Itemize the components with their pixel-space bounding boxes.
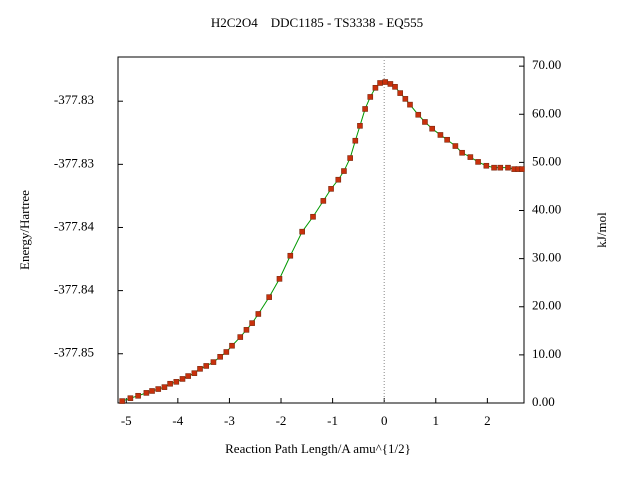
point xyxy=(397,90,403,96)
x-tick-label: -2 xyxy=(276,413,287,428)
y-tick-label: -377.83 xyxy=(54,92,94,107)
y2-tick-label: 60.00 xyxy=(532,105,561,120)
point xyxy=(229,342,235,349)
point xyxy=(299,228,305,235)
y-tick-label: -377.84 xyxy=(54,282,95,297)
point xyxy=(372,84,379,91)
y2-tick-label: 20.00 xyxy=(532,298,561,313)
point xyxy=(167,380,173,387)
y2-tick-label: 70.00 xyxy=(532,57,561,72)
point xyxy=(173,379,180,385)
point xyxy=(255,311,262,317)
point xyxy=(402,96,409,102)
point xyxy=(437,132,444,138)
point xyxy=(444,136,450,143)
point xyxy=(197,366,203,372)
point xyxy=(161,384,168,390)
y2-tick-label: 30.00 xyxy=(532,250,561,265)
point xyxy=(143,390,150,396)
point xyxy=(155,386,162,392)
x-axis-label: Reaction Path Length/A amu^{1/2} xyxy=(225,441,411,456)
point xyxy=(223,349,230,355)
point xyxy=(287,252,294,259)
x-tick-label: 2 xyxy=(484,413,491,428)
point xyxy=(310,213,316,220)
point xyxy=(467,154,474,160)
x-tick-label: -5 xyxy=(121,413,132,428)
point xyxy=(362,106,368,112)
y2-tick-label: 40.00 xyxy=(532,201,561,216)
point xyxy=(203,363,210,369)
point xyxy=(185,373,191,379)
point xyxy=(367,94,374,100)
point xyxy=(127,395,134,401)
y2-axis-label: kJ/mol xyxy=(594,212,609,248)
x-tick-label: -3 xyxy=(224,413,235,428)
point xyxy=(357,123,363,129)
point xyxy=(377,80,383,86)
point xyxy=(459,149,465,156)
point xyxy=(497,164,504,171)
point xyxy=(392,84,398,90)
point xyxy=(210,359,217,365)
x-tick-label: -1 xyxy=(327,413,338,428)
point xyxy=(407,101,413,108)
y-axis-label: Energy/Hartree xyxy=(17,190,32,270)
point xyxy=(119,398,125,404)
point xyxy=(347,155,353,161)
point xyxy=(191,370,198,376)
point xyxy=(415,111,422,118)
point xyxy=(387,81,394,87)
point xyxy=(422,119,428,125)
point xyxy=(452,143,459,149)
point xyxy=(491,164,497,171)
point xyxy=(475,159,481,165)
point xyxy=(429,125,435,132)
x-tick-label: 0 xyxy=(381,413,388,428)
point xyxy=(149,388,155,394)
point xyxy=(276,276,283,282)
point xyxy=(320,198,327,204)
y2-tick-label: 0.00 xyxy=(532,394,555,409)
chart-title: H2C2O4 DDC1185 - TS3338 - EQ555 xyxy=(211,15,423,30)
point xyxy=(519,166,525,172)
point xyxy=(266,294,272,300)
point xyxy=(328,186,334,192)
y-tick-label: -377.84 xyxy=(54,218,95,233)
point xyxy=(237,334,244,340)
point xyxy=(352,137,359,144)
x-tick-label: 1 xyxy=(433,413,440,428)
y-tick-label: -377.83 xyxy=(54,155,94,170)
x-tick-label: -4 xyxy=(172,413,183,428)
point xyxy=(505,164,511,171)
point xyxy=(179,376,186,382)
point xyxy=(243,327,250,333)
y2-tick-label: 50.00 xyxy=(532,153,561,168)
point xyxy=(382,79,389,85)
point xyxy=(335,176,342,183)
point xyxy=(483,162,490,169)
point xyxy=(341,168,347,174)
series-line xyxy=(121,81,522,402)
y2-tick-label: 10.00 xyxy=(532,346,561,361)
point xyxy=(249,320,255,326)
point xyxy=(217,354,223,360)
y-tick-label: -377.85 xyxy=(54,345,94,360)
point xyxy=(135,392,141,399)
plot-frame xyxy=(117,56,525,404)
